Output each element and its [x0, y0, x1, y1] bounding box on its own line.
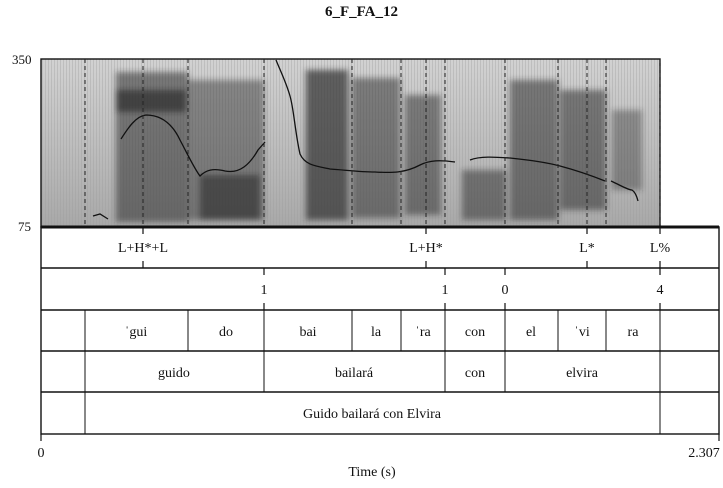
syllable-label: con [465, 325, 485, 340]
tone-label: L% [650, 241, 671, 256]
syllable-label: ra [628, 325, 640, 340]
syllable-label: ˈgui [125, 325, 148, 340]
utterance-label: Guido bailará con Elvira [303, 407, 442, 422]
word-label: guido [158, 366, 190, 381]
break-index-label: 0 [502, 283, 509, 298]
word-label: elvira [566, 366, 599, 381]
word-label: con [465, 366, 485, 381]
time-axis-label: Time (s) [348, 465, 396, 480]
pitch-min-label: 75 [18, 219, 31, 234]
utterance-boundaries [84, 392, 661, 434]
break-index-label: 4 [657, 283, 664, 298]
syllable-label: do [219, 325, 233, 340]
boundary-guides [84, 59, 661, 227]
time-axis-ticks [40, 434, 720, 441]
tone-label: L* [579, 241, 595, 256]
time-start-label: 0 [38, 446, 45, 461]
tone-label: L+H*+L [118, 241, 168, 256]
syllable-label: bai [299, 325, 316, 340]
syllable-label: el [526, 325, 536, 340]
spectrogram [41, 59, 660, 227]
pitch-max-label: 350 [12, 52, 32, 67]
syllable-boundaries [84, 310, 661, 351]
syllable-label: ˈra [415, 325, 431, 340]
word-label: bailará [335, 366, 374, 381]
figure-title: 6_F_FA_12 [324, 4, 399, 20]
tone-label: L+H* [409, 241, 443, 256]
syllable-label: la [371, 325, 382, 340]
break-index-label: 1 [261, 283, 268, 298]
time-end-label: 2.307 [688, 446, 720, 461]
pitch-contour [92, 59, 639, 220]
break-index-label: 1 [442, 283, 449, 298]
syllable-label: ˈvi [574, 325, 590, 340]
break-index-ticks [263, 268, 661, 310]
tone-ticks [142, 227, 661, 268]
word-boundaries [84, 351, 661, 392]
